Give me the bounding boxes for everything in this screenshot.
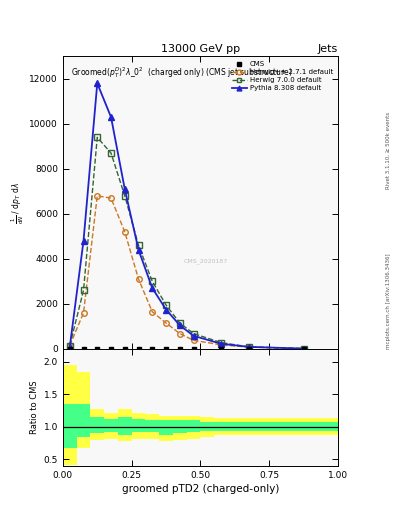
Text: CMS_2020187: CMS_2020187 <box>184 258 228 264</box>
Legend: CMS, Herwig++ 2.7.1 default, Herwig 7.0.0 default, Pythia 8.308 default: CMS, Herwig++ 2.7.1 default, Herwig 7.0.… <box>230 60 334 93</box>
Bar <box>118 417 132 435</box>
Bar <box>63 365 77 464</box>
Bar <box>63 404 77 449</box>
Bar <box>118 409 132 441</box>
Bar <box>132 413 145 439</box>
Bar <box>104 419 118 432</box>
Text: 13000 GeV pp: 13000 GeV pp <box>161 44 240 54</box>
Bar <box>145 414 159 439</box>
Bar <box>104 413 118 439</box>
Bar <box>228 418 242 435</box>
Bar <box>324 418 338 435</box>
Y-axis label: Ratio to CMS: Ratio to CMS <box>31 380 39 434</box>
Bar <box>310 422 324 432</box>
Text: Groomed$(p_T^D)^2\lambda\_0^2$  (charged only) (CMS jet substructure): Groomed$(p_T^D)^2\lambda\_0^2$ (charged … <box>71 65 293 80</box>
Bar <box>200 422 214 432</box>
Text: Jets: Jets <box>318 44 338 54</box>
Bar <box>173 416 187 440</box>
Bar <box>77 404 90 437</box>
Bar <box>269 422 283 432</box>
Text: Rivet 3.1.10, ≥ 500k events: Rivet 3.1.10, ≥ 500k events <box>386 112 391 189</box>
Bar <box>187 420 200 432</box>
Bar <box>283 418 297 435</box>
Bar <box>324 422 338 432</box>
Y-axis label: $\frac{1}{\mathrm{d}N}\ /\ \mathrm{d}p_T\ \mathrm{d}\lambda$: $\frac{1}{\mathrm{d}N}\ /\ \mathrm{d}p_T… <box>10 182 26 224</box>
Bar <box>228 422 242 432</box>
Bar <box>297 422 310 432</box>
Bar <box>132 419 145 432</box>
Bar <box>159 416 173 441</box>
Bar <box>214 418 228 435</box>
Bar <box>255 422 269 432</box>
Bar <box>214 422 228 432</box>
Bar <box>173 420 187 434</box>
Bar <box>283 422 297 432</box>
Bar <box>242 418 255 435</box>
Text: mcplots.cern.ch [arXiv:1306.3436]: mcplots.cern.ch [arXiv:1306.3436] <box>386 253 391 349</box>
Bar <box>242 422 255 432</box>
Bar <box>90 409 104 440</box>
X-axis label: groomed pTD2 (charged-only): groomed pTD2 (charged-only) <box>122 484 279 494</box>
Bar <box>310 418 324 435</box>
Bar <box>187 416 200 439</box>
Bar <box>200 417 214 437</box>
Bar <box>145 420 159 432</box>
Bar <box>269 418 283 435</box>
Bar <box>77 372 90 447</box>
Bar <box>297 418 310 435</box>
Bar <box>90 417 104 434</box>
Bar <box>159 420 173 435</box>
Bar <box>255 418 269 435</box>
